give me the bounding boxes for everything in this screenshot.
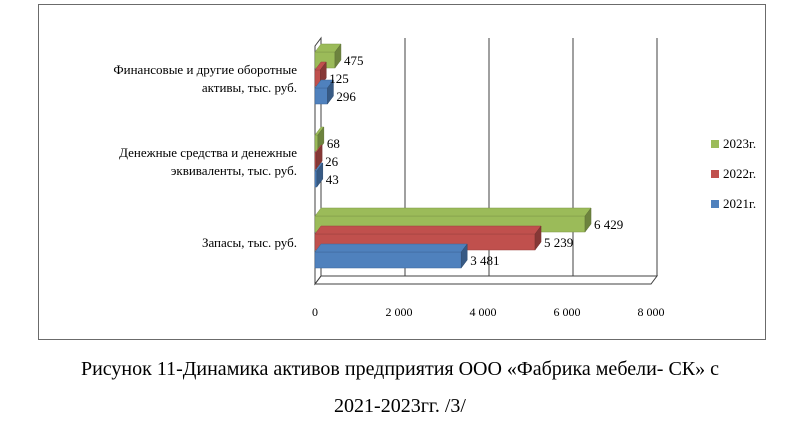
x-tick-label: 6 000 <box>554 305 581 319</box>
chart-frame: 0 2 000 4 000 6 000 8 000 475 125 296 68 26 43 6 42… <box>38 4 766 340</box>
gridlines <box>314 36 658 286</box>
bar <box>314 43 342 69</box>
legend-swatch <box>711 140 719 148</box>
bar-side <box>334 43 342 69</box>
x-tick-label: 0 <box>312 305 318 319</box>
legend-label: 2022г. <box>723 166 756 181</box>
bar-side <box>534 225 542 251</box>
data-label: 68 <box>327 136 340 151</box>
bar-front <box>314 251 462 269</box>
bar-top <box>314 207 592 217</box>
data-label: 43 <box>326 172 339 187</box>
category-label-line: Денежные средства и денежные <box>119 145 297 160</box>
data-label: 475 <box>344 53 364 68</box>
legend-swatch <box>711 200 719 208</box>
x-tick-label: 2 000 <box>386 305 413 319</box>
data-label: 3 481 <box>470 253 499 268</box>
data-label: 26 <box>325 154 339 169</box>
x-tick-label: 8 000 <box>638 305 665 319</box>
legend-label: 2023г. <box>723 136 756 151</box>
legend: 2023г. 2022г. 2021г. <box>711 136 756 211</box>
data-label: 5 239 <box>544 235 573 250</box>
category-label-line: Финансовые и другие оборотные <box>113 62 297 77</box>
figure-caption-line-1: Рисунок 11-Динамика активов предприятия … <box>80 358 720 380</box>
bar-top <box>314 243 468 253</box>
bar-side <box>316 162 324 188</box>
bar <box>314 162 324 188</box>
figure-caption-line-2: 2021-2023гг. /3/ <box>334 395 466 417</box>
chart-side-wall <box>314 36 322 286</box>
x-tick-label: 4 000 <box>470 305 497 319</box>
data-label: 125 <box>329 71 349 86</box>
bar-side <box>584 207 592 233</box>
bar-side <box>315 144 323 170</box>
bar-side <box>460 243 468 269</box>
category-label-line: активы, тыс. руб. <box>202 80 297 95</box>
data-label: 296 <box>336 89 356 104</box>
category-label: Финансовые и другие оборотные активы, тыс… <box>113 62 297 95</box>
category-label-line: эквиваленты, тыс. руб. <box>171 163 297 178</box>
bar <box>314 144 323 170</box>
bar <box>314 243 468 269</box>
bar-top <box>314 225 542 235</box>
data-label: 6 429 <box>594 217 623 232</box>
legend-label: 2021г. <box>723 196 756 211</box>
bar-side <box>327 79 334 105</box>
bar-front <box>314 134 319 152</box>
bars <box>314 43 592 269</box>
legend-swatch <box>711 170 719 178</box>
category-label: Запасы, тыс. руб. <box>202 235 297 250</box>
chart-floor <box>314 275 658 285</box>
bar-chart: 0 2 000 4 000 6 000 8 000 475 125 296 68 26 43 6 42… <box>113 36 756 319</box>
bar-front <box>314 87 328 105</box>
bar <box>314 79 334 105</box>
category-label-line: Запасы, тыс. руб. <box>202 235 297 250</box>
bar-front <box>314 170 318 188</box>
category-label: Денежные средства и денежные эквиваленты,… <box>119 145 297 178</box>
